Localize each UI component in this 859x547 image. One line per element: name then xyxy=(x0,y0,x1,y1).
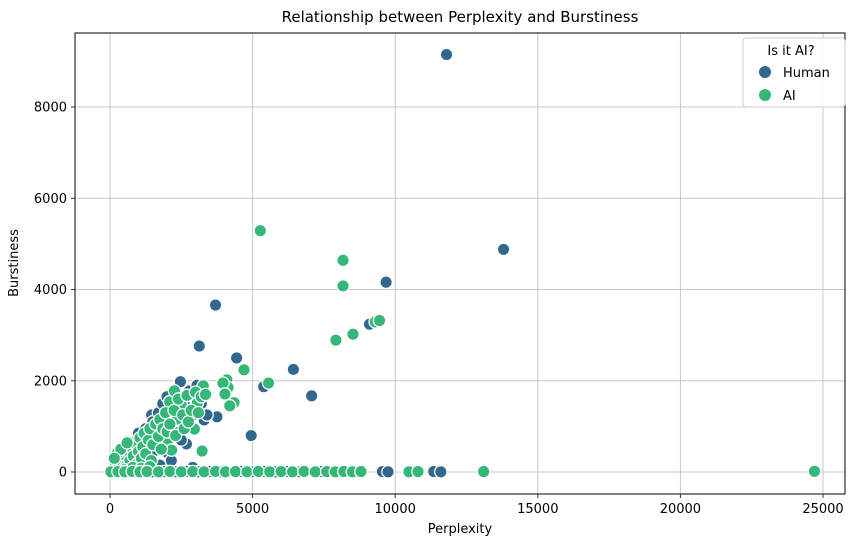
x-tick-label: 10000 xyxy=(375,502,416,517)
data-point xyxy=(381,464,395,479)
y-tick-label: 6000 xyxy=(34,192,67,207)
legend-marker-human xyxy=(759,66,771,78)
data-point xyxy=(228,464,243,479)
data-point xyxy=(372,313,387,328)
x-tick-label: 0 xyxy=(106,502,114,517)
data-point xyxy=(240,464,254,479)
data-point xyxy=(120,435,134,450)
legend-box xyxy=(742,37,846,108)
x-tick-label: 20000 xyxy=(660,502,701,517)
legend-label-ai: AI xyxy=(783,89,796,104)
data-point xyxy=(244,428,259,443)
data-point xyxy=(285,464,300,479)
data-point xyxy=(304,388,319,403)
y-axis-label: Burstiness xyxy=(7,229,22,297)
data-point xyxy=(222,399,237,413)
data-point xyxy=(197,464,211,479)
data-point xyxy=(154,442,169,457)
data-point xyxy=(174,464,189,479)
data-point xyxy=(151,464,166,479)
y-tick-label: 0 xyxy=(59,466,67,481)
x-axis: 0 5000 10000 15000 20000 25000 xyxy=(106,494,844,517)
legend-label-human: Human xyxy=(783,66,830,81)
data-point xyxy=(411,464,425,479)
data-point xyxy=(346,327,360,342)
data-point xyxy=(181,414,196,429)
y-tick-label: 8000 xyxy=(34,101,67,116)
x-tick-label: 15000 xyxy=(517,502,558,517)
y-tick-label: 2000 xyxy=(34,374,67,389)
scatter-points xyxy=(104,47,822,479)
data-point xyxy=(274,464,288,479)
data-point xyxy=(308,464,323,479)
plot-area-border xyxy=(74,32,846,495)
data-point xyxy=(140,464,154,479)
data-point xyxy=(163,417,177,431)
data-point xyxy=(191,405,206,420)
data-point xyxy=(476,464,491,479)
data-point xyxy=(262,464,277,479)
data-point xyxy=(439,47,454,62)
data-point xyxy=(433,464,448,479)
data-point xyxy=(185,464,200,479)
data-point xyxy=(336,279,350,293)
data-point xyxy=(216,376,230,390)
data-point xyxy=(496,242,511,257)
data-point xyxy=(379,275,393,290)
data-point xyxy=(163,464,177,479)
data-point xyxy=(807,464,822,479)
data-point xyxy=(237,362,251,377)
y-axis: 0 2000 4000 6000 8000 xyxy=(34,101,75,481)
data-point xyxy=(251,464,266,479)
x-tick-label: 5000 xyxy=(236,502,269,517)
data-point xyxy=(195,444,209,458)
x-axis-label: Perplexity xyxy=(428,522,493,537)
chart-title: Relationship between Perplexity and Burs… xyxy=(282,8,639,26)
data-point xyxy=(107,451,122,466)
data-point xyxy=(218,387,232,401)
data-point xyxy=(229,351,244,365)
legend-title: Is it AI? xyxy=(767,44,814,59)
data-point xyxy=(192,339,207,353)
data-point xyxy=(261,376,276,390)
x-tick-label: 25000 xyxy=(802,502,843,517)
y-tick-label: 4000 xyxy=(34,283,67,298)
data-point xyxy=(329,333,343,348)
data-point xyxy=(253,223,268,238)
data-point xyxy=(354,464,368,479)
scatter-series-ai xyxy=(104,223,822,479)
data-point xyxy=(286,362,301,377)
legend: Is it AI? Human AI xyxy=(742,37,846,108)
data-point xyxy=(297,464,311,479)
legend-marker-ai xyxy=(759,89,771,101)
data-point xyxy=(208,298,223,312)
data-point xyxy=(198,387,213,402)
data-point xyxy=(336,253,350,268)
